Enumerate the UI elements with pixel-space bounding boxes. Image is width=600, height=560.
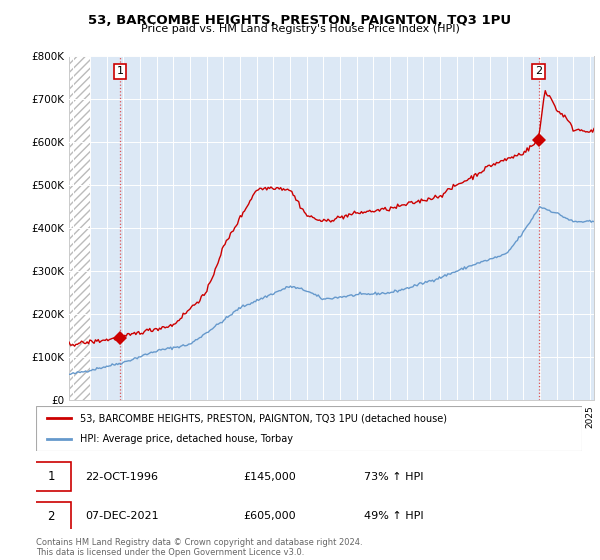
Text: 49% ↑ HPI: 49% ↑ HPI (364, 511, 423, 521)
Text: 73% ↑ HPI: 73% ↑ HPI (364, 472, 423, 482)
Text: 22-OCT-1996: 22-OCT-1996 (85, 472, 158, 482)
Text: £605,000: £605,000 (244, 511, 296, 521)
Text: 07-DEC-2021: 07-DEC-2021 (85, 511, 159, 521)
Text: Price paid vs. HM Land Registry's House Price Index (HPI): Price paid vs. HM Land Registry's House … (140, 24, 460, 34)
Text: HPI: Average price, detached house, Torbay: HPI: Average price, detached house, Torb… (80, 433, 293, 444)
Text: 53, BARCOMBE HEIGHTS, PRESTON, PAIGNTON, TQ3 1PU (detached house): 53, BARCOMBE HEIGHTS, PRESTON, PAIGNTON,… (80, 413, 446, 423)
Text: 2: 2 (47, 510, 55, 522)
Text: 1: 1 (47, 470, 55, 483)
Text: 53, BARCOMBE HEIGHTS, PRESTON, PAIGNTON, TQ3 1PU: 53, BARCOMBE HEIGHTS, PRESTON, PAIGNTON,… (88, 14, 512, 27)
Text: 1: 1 (116, 66, 124, 76)
Text: Contains HM Land Registry data © Crown copyright and database right 2024.
This d: Contains HM Land Registry data © Crown c… (36, 538, 362, 557)
FancyBboxPatch shape (31, 462, 71, 491)
FancyBboxPatch shape (31, 502, 71, 531)
Text: £145,000: £145,000 (244, 472, 296, 482)
Bar (69, 56, 90, 400)
Text: 2: 2 (535, 66, 542, 76)
